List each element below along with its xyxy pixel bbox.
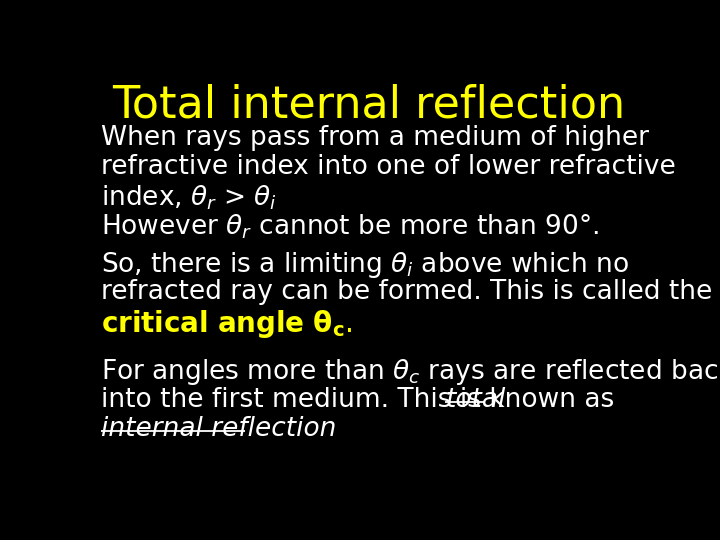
Text: index, $\theta_r$ > $\theta_i$: index, $\theta_r$ > $\theta_i$ (101, 184, 276, 212)
Text: refracted ray can be formed. This is called the: refracted ray can be formed. This is cal… (101, 279, 712, 305)
Text: However $\theta_r$ cannot be more than 90°.: However $\theta_r$ cannot be more than 9… (101, 213, 599, 241)
Text: So, there is a limiting $\theta_i$ above which no: So, there is a limiting $\theta_i$ above… (101, 249, 629, 280)
Text: refractive index into one of lower refractive: refractive index into one of lower refra… (101, 154, 675, 180)
Text: When rays pass from a medium of higher: When rays pass from a medium of higher (101, 125, 649, 151)
Text: internal reflection: internal reflection (101, 416, 336, 442)
Text: For angles more than $\theta_c$ rays are reflected back: For angles more than $\theta_c$ rays are… (101, 357, 720, 387)
Text: into the first medium. This is known as: into the first medium. This is known as (101, 387, 623, 413)
Text: $\bf{critical\ angle\ \theta_c}$.: $\bf{critical\ angle\ \theta_c}$. (101, 308, 352, 340)
Text: Total internal reflection: Total internal reflection (112, 83, 626, 126)
Text: total: total (445, 387, 505, 413)
